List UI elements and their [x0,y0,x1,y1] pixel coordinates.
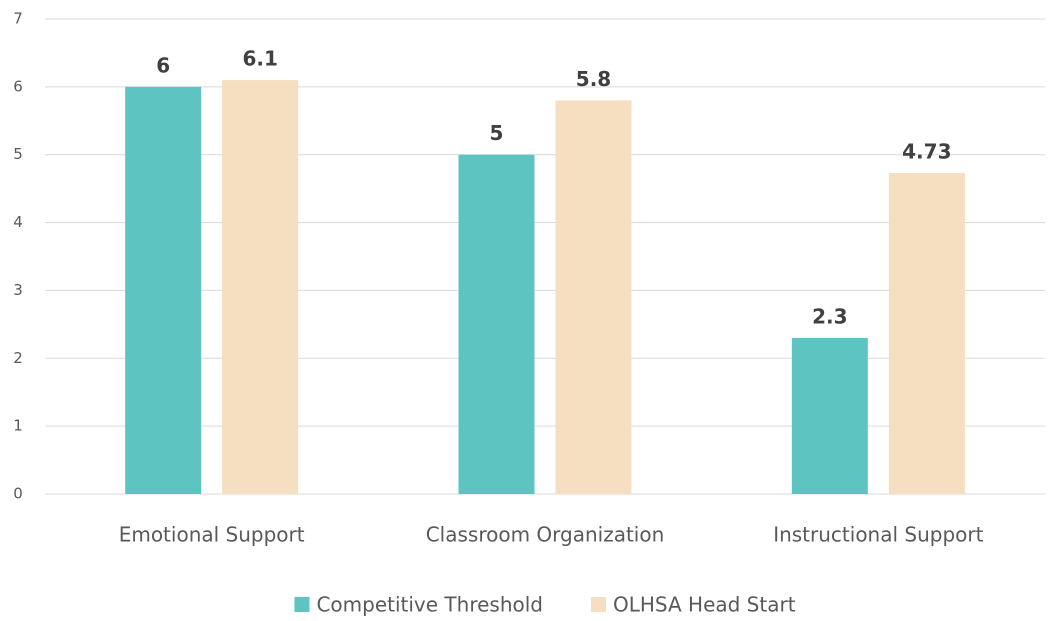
y-tick-label: 2 [13,349,23,367]
x-tick-label: Emotional Support [119,523,305,547]
bar [125,86,202,494]
value-label: 6.1 [242,47,277,71]
x-tick-label: Instructional Support [773,523,983,547]
bar [791,337,868,494]
y-tick-label: 6 [13,77,23,95]
legend-label: OLHSA Head Start [613,593,796,617]
y-tick-label: 7 [13,10,23,28]
bar [458,154,535,494]
y-tick-label: 4 [13,213,23,231]
value-label: 6 [156,53,170,77]
legend-label: Competitive Threshold [316,593,543,617]
legend-swatch [591,597,606,612]
value-label: 5 [490,121,504,145]
y-tick-label: 3 [13,281,23,299]
value-label: 4.73 [902,140,951,164]
y-tick-label: 1 [13,417,23,435]
bar [555,100,632,494]
bar [888,173,965,495]
bar [222,80,299,495]
value-label: 5.8 [576,67,611,91]
x-tick-label: Classroom Organization [426,523,665,547]
y-tick-label: 5 [13,145,23,163]
y-tick-label: 0 [13,485,23,503]
value-label: 2.3 [812,304,847,328]
legend-swatch [294,597,310,612]
